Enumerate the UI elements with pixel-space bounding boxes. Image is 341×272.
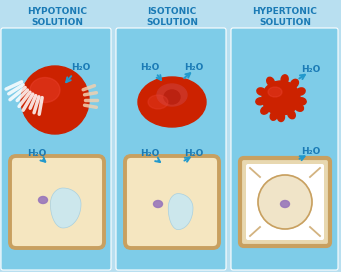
FancyBboxPatch shape (240, 158, 330, 246)
Ellipse shape (148, 95, 168, 109)
Ellipse shape (258, 175, 312, 229)
Text: H₂O: H₂O (184, 63, 204, 72)
Text: H₂O: H₂O (27, 149, 47, 157)
Ellipse shape (138, 77, 206, 127)
Ellipse shape (261, 106, 269, 114)
PathPatch shape (168, 194, 193, 230)
Ellipse shape (281, 75, 288, 84)
Text: ISOTONIC
SOLUTION: ISOTONIC SOLUTION (146, 7, 198, 27)
Text: H₂O: H₂O (140, 63, 160, 72)
Text: H₂O: H₂O (301, 66, 321, 75)
PathPatch shape (50, 188, 81, 228)
FancyBboxPatch shape (10, 156, 104, 248)
Ellipse shape (295, 104, 303, 111)
Ellipse shape (270, 112, 278, 120)
Ellipse shape (268, 87, 282, 97)
Ellipse shape (262, 81, 300, 115)
Ellipse shape (164, 90, 180, 104)
Text: HYPERTONIC
SOLUTION: HYPERTONIC SOLUTION (253, 7, 317, 27)
Text: H₂O: H₂O (301, 147, 321, 156)
FancyBboxPatch shape (116, 28, 226, 270)
Ellipse shape (256, 98, 265, 105)
Ellipse shape (157, 84, 187, 106)
Ellipse shape (291, 79, 298, 88)
FancyBboxPatch shape (1, 28, 111, 270)
Text: H₂O: H₂O (140, 149, 160, 157)
Text: H₂O: H₂O (71, 63, 91, 73)
Ellipse shape (281, 200, 290, 208)
FancyBboxPatch shape (246, 164, 324, 240)
Ellipse shape (296, 88, 305, 95)
Ellipse shape (39, 196, 47, 203)
FancyBboxPatch shape (125, 156, 219, 248)
Ellipse shape (257, 88, 266, 95)
Text: HYPOTONIC
SOLUTION: HYPOTONIC SOLUTION (27, 7, 87, 27)
Ellipse shape (288, 110, 295, 119)
Ellipse shape (278, 113, 284, 122)
Ellipse shape (267, 77, 274, 86)
Ellipse shape (153, 200, 163, 208)
Ellipse shape (297, 98, 306, 105)
Ellipse shape (21, 66, 89, 134)
FancyBboxPatch shape (231, 28, 338, 270)
Text: H₂O: H₂O (184, 149, 204, 157)
Ellipse shape (30, 78, 60, 103)
